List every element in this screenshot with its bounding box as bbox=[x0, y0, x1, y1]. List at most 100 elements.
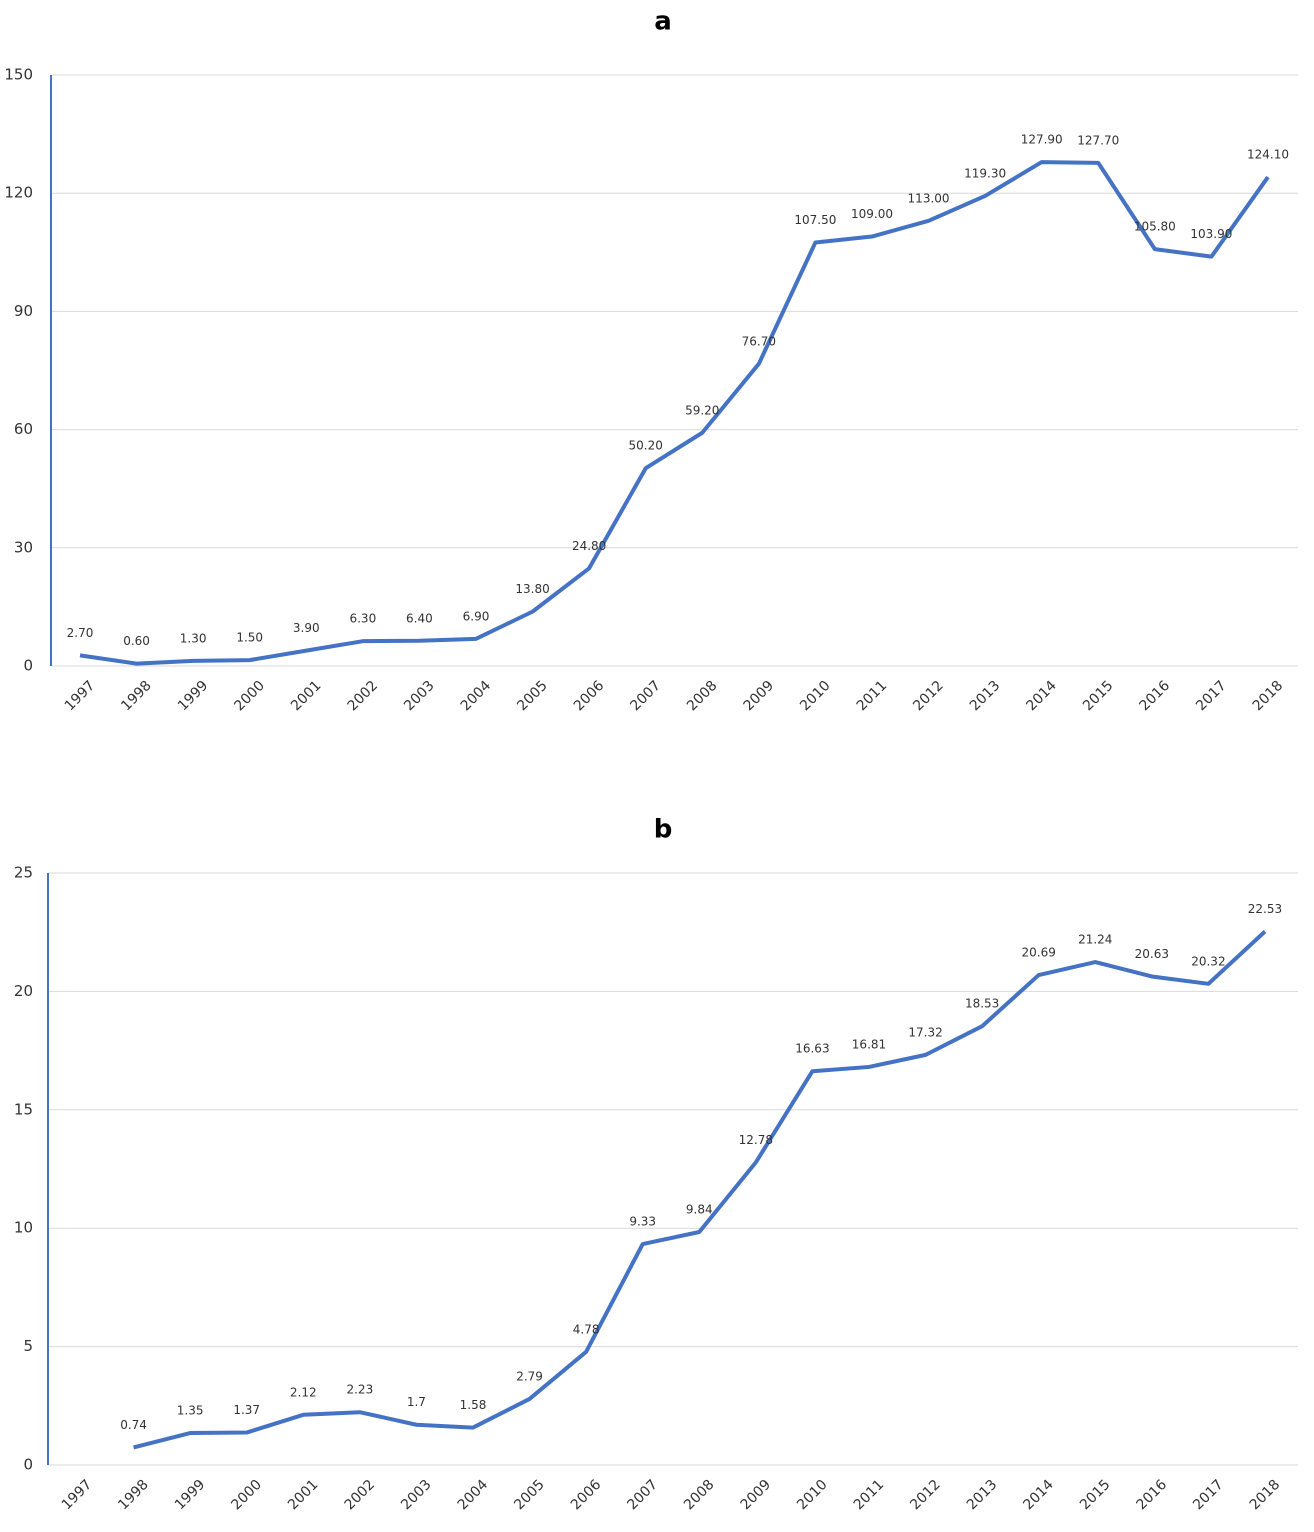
value-label: 13.80 bbox=[515, 582, 549, 596]
x-tick-label: 2002 bbox=[345, 678, 382, 715]
x-tick-label: 2011 bbox=[851, 1477, 888, 1514]
value-label: 105.80 bbox=[1134, 220, 1176, 234]
value-label: 107.50 bbox=[794, 213, 836, 227]
x-tick-label: 2006 bbox=[571, 678, 608, 715]
y-tick-label: 10 bbox=[14, 1219, 33, 1237]
chart-title: a bbox=[654, 7, 672, 37]
data-line bbox=[133, 930, 1267, 1450]
value-label: 59.20 bbox=[685, 403, 719, 417]
x-tick-label: 2009 bbox=[741, 678, 778, 715]
value-label: 16.81 bbox=[852, 1037, 886, 1051]
value-label: 20.69 bbox=[1022, 946, 1056, 960]
x-tick-label: 2000 bbox=[231, 678, 268, 715]
x-tick-label: 2015 bbox=[1080, 678, 1117, 715]
value-label: 22.53 bbox=[1248, 902, 1282, 916]
x-tick-label: 2017 bbox=[1193, 678, 1230, 715]
value-label: 127.70 bbox=[1077, 133, 1119, 147]
x-tick-label: 2013 bbox=[967, 678, 1004, 715]
data-line bbox=[79, 160, 1270, 666]
value-label: 76.70 bbox=[742, 334, 776, 348]
y-tick-label: 90 bbox=[14, 302, 33, 320]
value-label: 9.84 bbox=[686, 1202, 713, 1216]
value-label: 109.00 bbox=[851, 207, 893, 221]
x-tick-label: 2012 bbox=[910, 678, 947, 715]
value-label: 24.80 bbox=[572, 539, 606, 553]
value-label: 103.90 bbox=[1190, 227, 1232, 241]
value-label: 9.33 bbox=[629, 1215, 656, 1229]
x-tick-label: 2016 bbox=[1134, 1477, 1171, 1514]
x-tick-label: 2009 bbox=[738, 1477, 775, 1514]
y-tick-label: 20 bbox=[14, 982, 33, 1000]
x-tick-label: 1998 bbox=[115, 1477, 152, 1514]
value-label: 2.12 bbox=[290, 1385, 317, 1399]
x-tick-label: 2011 bbox=[854, 678, 891, 715]
y-tick-label: 0 bbox=[23, 1456, 33, 1474]
value-label: 4.78 bbox=[573, 1322, 600, 1336]
x-tick-label: 2008 bbox=[684, 678, 721, 715]
value-label: 1.50 bbox=[236, 631, 263, 645]
y-tick-label: 25 bbox=[14, 864, 33, 882]
y-tick-label: 120 bbox=[4, 184, 33, 202]
value-label: 6.90 bbox=[463, 609, 490, 623]
x-tick-label: 2013 bbox=[964, 1477, 1001, 1514]
value-label: 1.58 bbox=[460, 1398, 487, 1412]
value-label: 12.78 bbox=[739, 1133, 773, 1147]
chart-title: b bbox=[654, 815, 673, 845]
x-tick-label: 2003 bbox=[401, 678, 438, 715]
y-tick-label: 15 bbox=[14, 1100, 33, 1118]
x-tick-label: 2014 bbox=[1020, 1477, 1057, 1514]
x-tick-label: 2000 bbox=[228, 1477, 265, 1514]
value-label: 2.23 bbox=[346, 1383, 373, 1397]
x-tick-label: 2001 bbox=[288, 678, 325, 715]
value-label: 0.60 bbox=[123, 634, 150, 648]
x-tick-label: 1998 bbox=[118, 678, 155, 715]
x-tick-label: 2006 bbox=[568, 1477, 605, 1514]
value-label: 119.30 bbox=[964, 166, 1006, 180]
value-label: 6.30 bbox=[349, 612, 376, 626]
x-tick-label: 2017 bbox=[1190, 1477, 1227, 1514]
value-label: 1.37 bbox=[233, 1403, 260, 1417]
x-tick-label: 2003 bbox=[398, 1477, 435, 1514]
value-label: 20.32 bbox=[1191, 954, 1225, 968]
value-label: 124.10 bbox=[1247, 148, 1289, 162]
value-label: 1.7 bbox=[407, 1395, 426, 1409]
value-label: 20.63 bbox=[1135, 947, 1169, 961]
x-tick-label: 2018 bbox=[1247, 1477, 1284, 1514]
x-tick-label: 1999 bbox=[172, 1477, 209, 1514]
value-label: 18.53 bbox=[965, 997, 999, 1011]
x-tick-label: 2005 bbox=[511, 1477, 548, 1514]
x-tick-label: 2018 bbox=[1250, 678, 1287, 715]
value-label: 127.90 bbox=[1021, 133, 1063, 147]
x-tick-label: 2010 bbox=[794, 1477, 831, 1514]
value-label: 1.30 bbox=[180, 631, 207, 645]
x-tick-label: 2012 bbox=[907, 1477, 944, 1514]
x-tick-label: 1997 bbox=[59, 1477, 96, 1514]
value-label: 2.70 bbox=[67, 626, 94, 640]
x-tick-label: 2008 bbox=[681, 1477, 718, 1514]
x-tick-label: 2010 bbox=[797, 678, 834, 715]
value-label: 21.24 bbox=[1078, 933, 1112, 947]
value-label: 3.90 bbox=[293, 621, 320, 635]
value-label: 16.63 bbox=[795, 1042, 829, 1056]
x-tick-label: 2002 bbox=[342, 1477, 379, 1514]
x-tick-label: 1999 bbox=[175, 678, 212, 715]
value-label: 1.35 bbox=[177, 1404, 204, 1418]
y-tick-label: 0 bbox=[23, 657, 33, 675]
value-label: 50.20 bbox=[629, 439, 663, 453]
y-tick-label: 30 bbox=[14, 538, 33, 556]
x-tick-label: 2015 bbox=[1077, 1477, 1114, 1514]
y-tick-label: 60 bbox=[14, 420, 33, 438]
value-label: 113.00 bbox=[908, 191, 950, 205]
x-tick-label: 2004 bbox=[455, 1477, 492, 1514]
x-tick-label: 2004 bbox=[458, 678, 495, 715]
x-tick-label: 1997 bbox=[62, 678, 99, 715]
y-tick-label: 5 bbox=[23, 1337, 33, 1355]
x-tick-label: 2005 bbox=[514, 678, 551, 715]
x-tick-label: 2007 bbox=[627, 678, 664, 715]
x-tick-label: 2014 bbox=[1023, 678, 1060, 715]
x-tick-label: 2007 bbox=[624, 1477, 661, 1514]
value-label: 0.74 bbox=[120, 1418, 147, 1432]
y-tick-label: 150 bbox=[4, 66, 33, 84]
x-tick-label: 2001 bbox=[285, 1477, 322, 1514]
value-label: 17.32 bbox=[908, 1025, 942, 1039]
